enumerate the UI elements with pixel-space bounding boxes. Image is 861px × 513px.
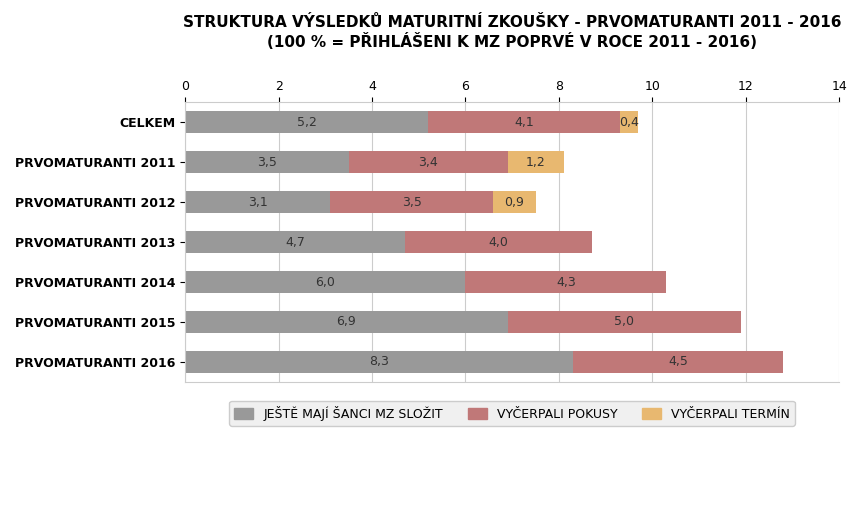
Bar [185, 191, 330, 213]
Text: 6,0: 6,0 [315, 275, 335, 288]
Bar [492, 191, 535, 213]
Text: 3,5: 3,5 [401, 195, 421, 209]
Text: 0,9: 0,9 [504, 195, 523, 209]
Bar [185, 231, 405, 253]
Text: 3,4: 3,4 [418, 156, 437, 169]
Text: 4,3: 4,3 [555, 275, 575, 288]
Bar [405, 231, 591, 253]
Bar [185, 151, 349, 173]
Text: 5,2: 5,2 [296, 116, 316, 129]
Text: 4,1: 4,1 [513, 116, 533, 129]
Bar [428, 111, 619, 133]
Bar [507, 151, 563, 173]
Bar [185, 111, 428, 133]
Title: STRUKTURA VÝSLEDKŮ MATURITNÍ ZKOUŠKY - PRVOMATURANTI 2011 - 2016
(100 % = PŘIHLÁ: STRUKTURA VÝSLEDKŮ MATURITNÍ ZKOUŠKY - P… [183, 15, 840, 50]
Legend: JEŠTĚ MAJÍ ŠANCI MZ SLOŽIT, VYČERPALI POKUSY, VYČERPALI TERMÍN: JEŠTĚ MAJÍ ŠANCI MZ SLOŽIT, VYČERPALI PO… [229, 401, 794, 426]
Bar [185, 311, 507, 333]
Bar [185, 351, 573, 373]
Bar [465, 271, 666, 293]
Text: 4,5: 4,5 [667, 356, 687, 368]
Text: 4,0: 4,0 [487, 235, 507, 249]
Text: 4,7: 4,7 [285, 235, 305, 249]
Bar [330, 191, 492, 213]
Bar [507, 311, 740, 333]
Bar [619, 111, 637, 133]
Bar [185, 271, 465, 293]
Text: 1,2: 1,2 [525, 156, 545, 169]
Text: 3,5: 3,5 [257, 156, 276, 169]
Text: 5,0: 5,0 [614, 315, 634, 328]
Text: 6,9: 6,9 [336, 315, 356, 328]
Bar [573, 351, 782, 373]
Bar [349, 151, 507, 173]
Text: 3,1: 3,1 [247, 195, 267, 209]
Text: 8,3: 8,3 [369, 356, 388, 368]
Text: 0,4: 0,4 [618, 116, 638, 129]
